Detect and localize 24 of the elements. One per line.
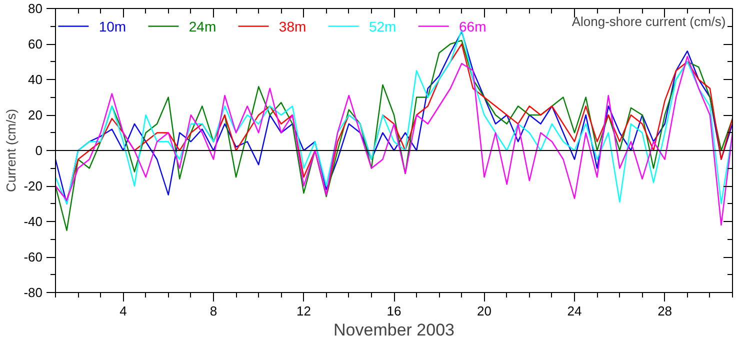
annotation: Along-shore current (cm/s) [572, 14, 726, 30]
y-tick-label: 60 [28, 36, 43, 52]
y-tick-label: 80 [28, 1, 43, 16]
x-tick-label: 12 [296, 304, 311, 318]
y-tick-label: -20 [24, 178, 43, 194]
legend-label: 38m [278, 18, 306, 34]
x-tick-label: 16 [386, 304, 402, 318]
legend-label: 24m [188, 18, 216, 34]
x-tick-label: 4 [120, 304, 127, 318]
y-tick-label: -40 [24, 214, 43, 229]
y-tick-label: -80 [24, 285, 43, 300]
x-tick-label: 8 [210, 304, 218, 318]
y-tick-label: 0 [35, 143, 43, 158]
x-tick-label: 28 [658, 304, 672, 318]
legend-label: 66m [458, 18, 486, 34]
legend-label: 10m [98, 18, 126, 34]
y-tick-label: 40 [28, 72, 43, 87]
x-tick-label: 24 [567, 304, 582, 318]
legend-label: 52m [368, 18, 396, 34]
y-axis-title: Current (cm/s) [4, 108, 19, 192]
y-tick-label: -60 [24, 250, 43, 264]
y-tick-label: 20 [28, 108, 43, 122]
x-axis-title: November 2003 [334, 320, 454, 340]
x-tick-label: 20 [477, 304, 492, 318]
